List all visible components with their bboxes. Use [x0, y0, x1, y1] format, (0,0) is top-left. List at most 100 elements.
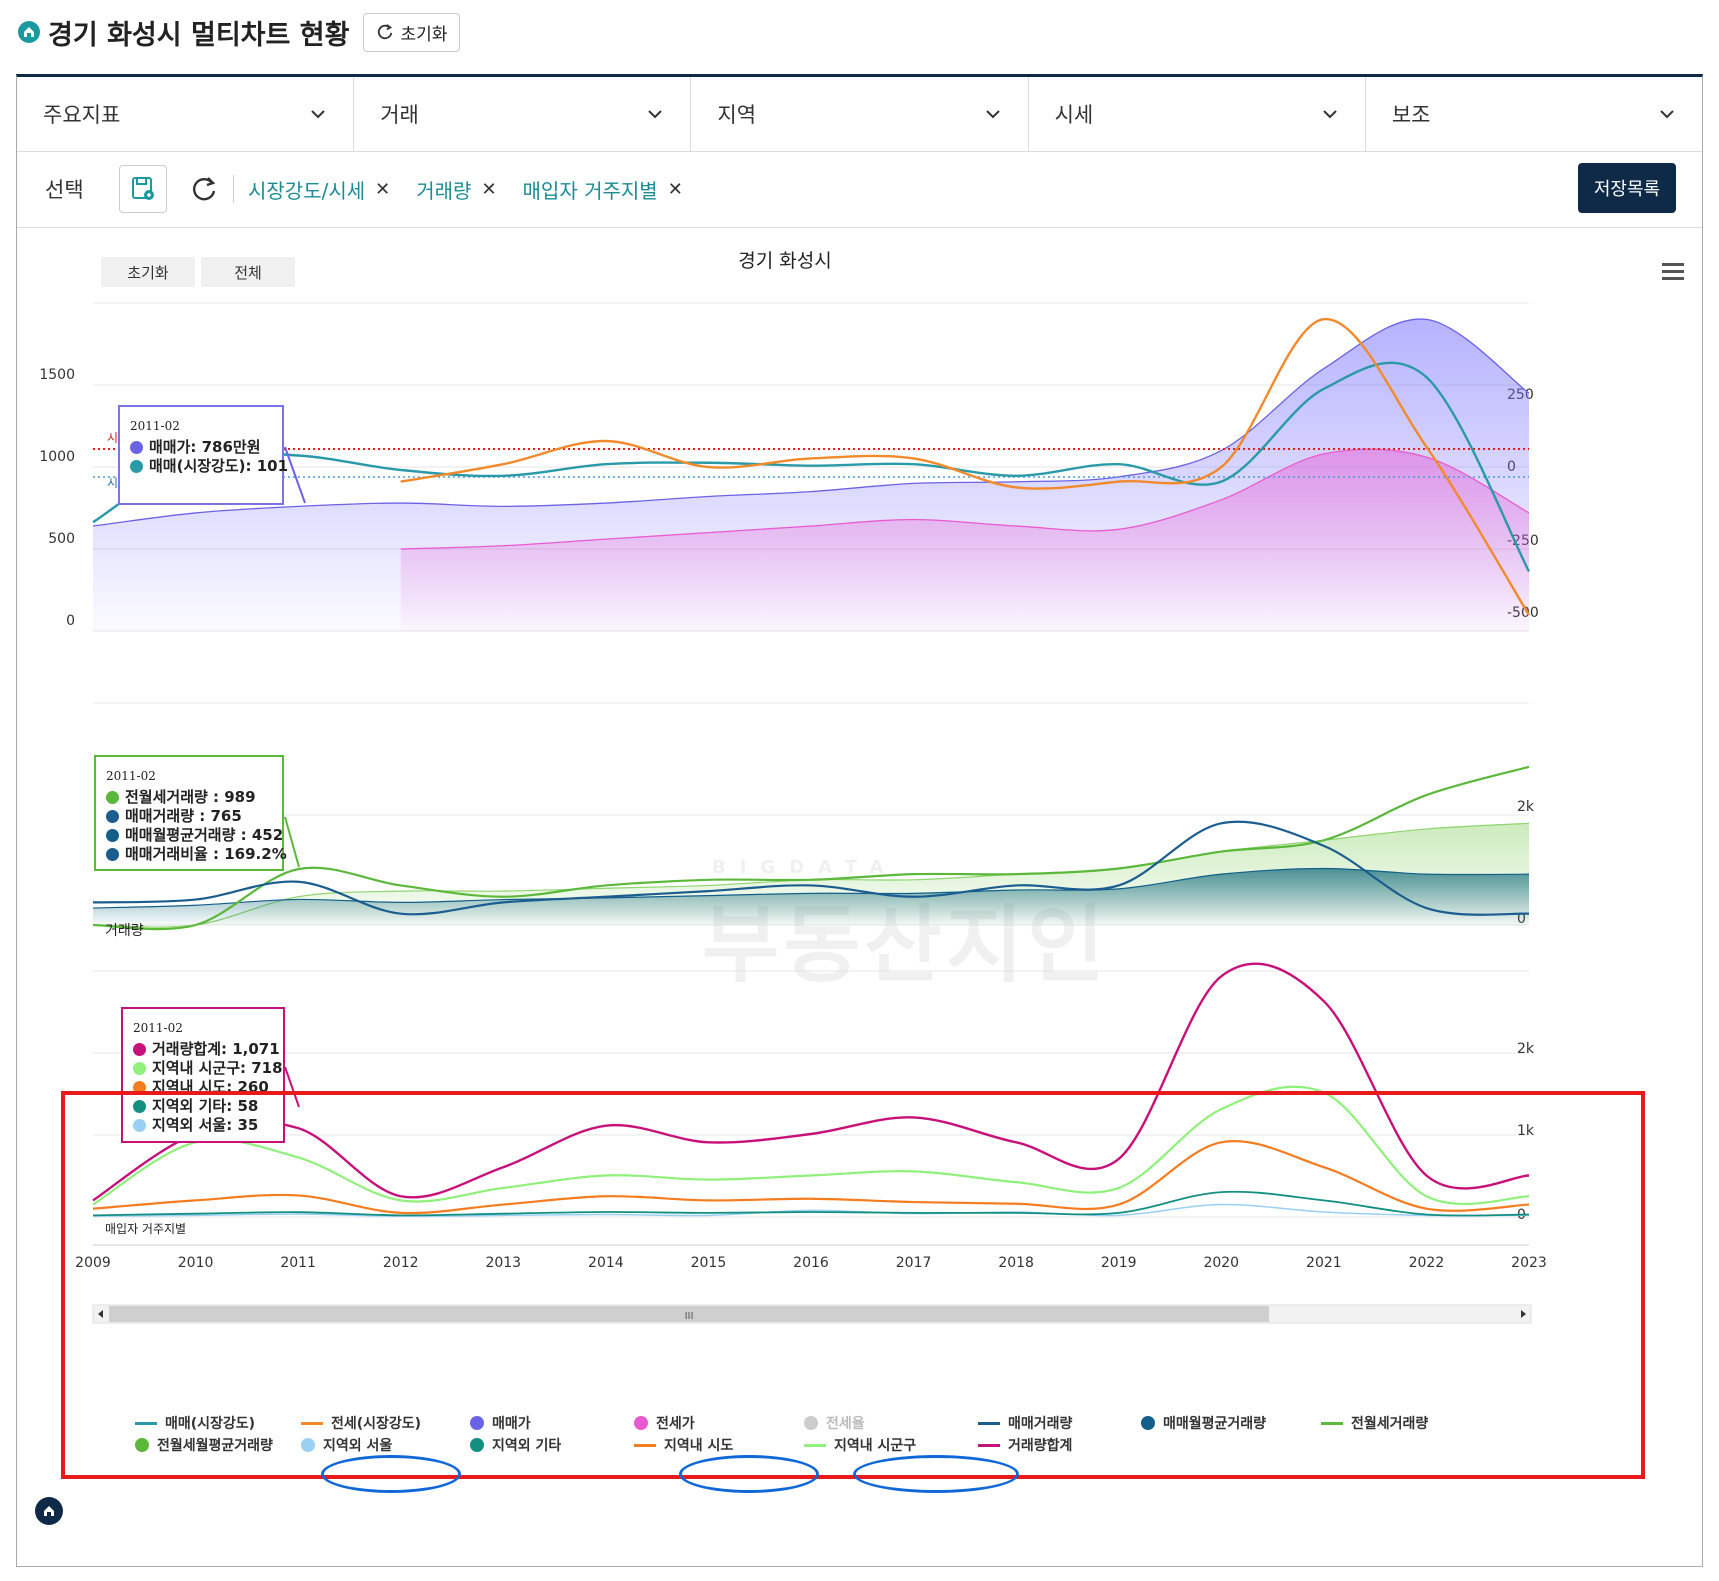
chart-reset-button[interactable]: 초기화 [101, 257, 195, 287]
legend-label: 매매가 [492, 1416, 531, 1432]
close-icon[interactable]: ✕ [481, 178, 497, 200]
x-tick-label: 2023 [1511, 1255, 1547, 1271]
legend-marker [634, 1443, 656, 1447]
x-tick-label: 2016 [793, 1255, 829, 1271]
tooltip-buyer: 2011-02 거래량합계: 1,071 지역내 시군구: 718 지역내 시도… [121, 1007, 285, 1143]
legend-item[interactable]: 매매월평균거래량 [1141, 1413, 1266, 1433]
legend-label: 거래량합계 [1008, 1438, 1073, 1454]
chart-all-button[interactable]: 전체 [201, 257, 295, 287]
x-tick-label: 2019 [1101, 1255, 1137, 1271]
legend-item[interactable]: 전세(시장강도) [301, 1413, 421, 1433]
menu-main-indicators[interactable]: 주요지표 [17, 77, 355, 151]
legend-marker [1141, 1416, 1155, 1430]
legend-marker [1321, 1421, 1343, 1425]
close-icon[interactable]: ✕ [667, 178, 683, 200]
legend-item[interactable]: 지역내 시군구 [804, 1435, 916, 1455]
legend-item[interactable]: 지역외 기타 [470, 1435, 561, 1455]
menu-trade[interactable]: 거래 [354, 77, 692, 151]
y-tick-label: 2k [1517, 799, 1535, 815]
close-icon[interactable]: ✕ [375, 178, 391, 200]
legend-label: 지역외 기타 [492, 1438, 562, 1454]
series-line [92, 318, 1530, 527]
chip-market-strength[interactable]: 시장강도/시세 ✕ [248, 178, 391, 203]
chevron-down-icon [1660, 110, 1674, 119]
save-list-button[interactable]: 저장목록 [1578, 163, 1676, 213]
series-line [400, 448, 1530, 550]
scrollbar-thumb [109, 1306, 1269, 1322]
series-line [92, 820, 1530, 916]
x-tick-label: 2013 [485, 1255, 521, 1271]
home-icon[interactable] [18, 21, 40, 43]
legend-item[interactable]: 전세가 [634, 1413, 695, 1433]
legend-label: 지역내 시군구 [834, 1438, 917, 1454]
legend-item[interactable]: 전세율 [804, 1413, 865, 1433]
menu-auxiliary[interactable]: 보조 [1366, 77, 1702, 151]
tooltip-pointer [284, 1066, 300, 1108]
legend-item[interactable]: 매매가 [470, 1413, 531, 1433]
scrollbar-grip: III [685, 1311, 694, 1322]
refresh-icon[interactable] [189, 174, 219, 204]
selection-label: 선택 [45, 178, 84, 202]
series-line [92, 1140, 1530, 1215]
chevron-down-icon [648, 110, 663, 119]
legend-item[interactable]: 지역내 시도 [634, 1435, 733, 1455]
x-tick-label: 2009 [75, 1255, 111, 1271]
x-tick-label: 2012 [383, 1255, 419, 1271]
menu-price[interactable]: 시세 [1029, 77, 1366, 151]
legend-label: 매매(시장강도) [165, 1416, 256, 1432]
refresh-icon [378, 24, 393, 40]
x-tick-label: 2020 [1203, 1255, 1239, 1271]
menu-icon[interactable] [1662, 263, 1684, 284]
legend-label: 지역내 시도 [664, 1438, 734, 1454]
legend-label: 전월세월평균거래량 [157, 1438, 273, 1454]
chart-panel: 주요지표 거래 지역 시세 보조 선택 시장강도/시세 ✕ 거래량 ✕ 매입자 거주… [16, 74, 1703, 1567]
legend-label: 전월세거래량 [1351, 1416, 1429, 1432]
x-tick-label: 2017 [896, 1255, 932, 1271]
series-line [92, 1085, 1530, 1206]
legend-label: 전세율 [826, 1416, 865, 1432]
legend-item[interactable]: 전월세거래량 [1321, 1413, 1428, 1433]
y-tick-label: 500 [48, 531, 75, 547]
legend-marker [301, 1421, 323, 1425]
chevron-down-icon [985, 110, 1000, 119]
legend-label: 전세가 [656, 1416, 695, 1432]
legend-marker [470, 1416, 484, 1430]
x-tick-label: 2014 [588, 1255, 624, 1271]
chip-buyer-residence[interactable]: 매입자 거주지별 ✕ [522, 178, 683, 203]
legend-marker [978, 1443, 1000, 1447]
legend-item[interactable]: 전월세월평균거래량 [135, 1435, 273, 1455]
legend-item[interactable]: 거래량합계 [978, 1435, 1072, 1455]
home-icon[interactable] [35, 1497, 63, 1525]
y-tick-label: 2k [1517, 1041, 1535, 1057]
series-line [92, 962, 1530, 1202]
legend-marker [135, 1438, 149, 1452]
legend-marker [634, 1416, 648, 1430]
legend-label: 전세(시장강도) [331, 1416, 422, 1432]
menu-region[interactable]: 지역 [691, 77, 1029, 151]
save-icon [132, 177, 154, 200]
page-title: 경기 화성시 멀티차트 현황 [48, 19, 350, 51]
save-settings-button[interactable] [119, 165, 167, 213]
axis-title: 거래량 [105, 923, 144, 939]
chip-volume[interactable]: 거래량 ✕ [416, 178, 497, 203]
legend-marker [470, 1438, 484, 1452]
legend-item[interactable]: 매매(시장강도) [135, 1413, 255, 1433]
reset-label: 초기화 [400, 24, 448, 45]
legend-item[interactable]: 지역외 서울 [301, 1435, 392, 1455]
y-tick-label: 0 [66, 613, 75, 629]
series-line [400, 317, 1531, 616]
selection-row: 선택 시장강도/시세 ✕ 거래량 ✕ 매입자 거주지별 ✕ 저장목록 [17, 151, 1702, 228]
legend-label: 지역외 서울 [323, 1438, 393, 1454]
legend-item[interactable]: 매매거래량 [978, 1413, 1072, 1433]
chevron-down-icon [311, 110, 325, 119]
reset-button[interactable]: 초기화 [363, 12, 461, 52]
legend-label: 매매월평균거래량 [1163, 1416, 1267, 1432]
legend-marker [804, 1443, 826, 1447]
x-tick-label: 2022 [1409, 1255, 1445, 1271]
legend-marker [978, 1421, 1000, 1425]
chevron-down-icon [1323, 110, 1337, 119]
tooltip-pointer [284, 816, 300, 868]
divider [233, 175, 234, 203]
multi-chart-svg: 경기 화성시0500100015002500-250-500시장강도 100시장… [39, 250, 1547, 1324]
